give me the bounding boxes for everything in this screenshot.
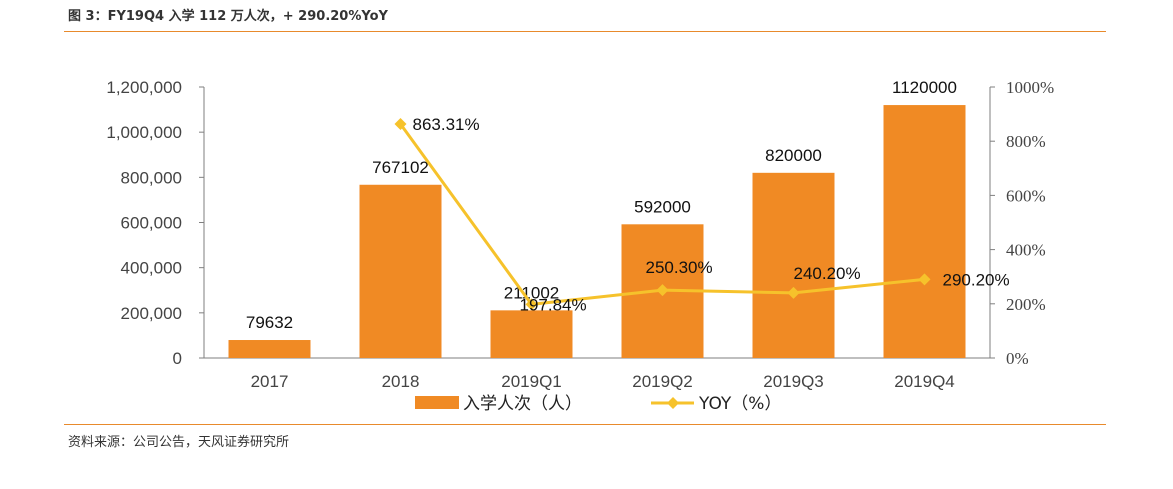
right-tick-label: 600% bbox=[1006, 186, 1046, 205]
bottom-rule bbox=[64, 424, 1106, 425]
left-y-axis: 0 200,000 400,000 600,000 800,000 1,000,000 1,… bbox=[106, 78, 990, 368]
left-tick-label: 1,200,000 bbox=[106, 78, 182, 97]
x-tick-label: 2019Q4 bbox=[894, 372, 955, 391]
bar-value-label: 211002 bbox=[504, 283, 559, 302]
right-tick-label: 0% bbox=[1006, 349, 1029, 368]
yoy-value-label: 863.31% bbox=[413, 115, 480, 134]
yoy-marker bbox=[656, 284, 669, 297]
source-note: 资料来源：公司公告，天风证券研究所 bbox=[68, 435, 290, 450]
legend: 入学人次（人） YOY（%） bbox=[415, 394, 781, 414]
bar bbox=[883, 105, 966, 358]
yoy-marker bbox=[787, 286, 800, 299]
bar bbox=[490, 310, 573, 358]
left-tick-label: 400,000 bbox=[121, 259, 182, 278]
yoy-value-label: 250.30% bbox=[646, 258, 713, 277]
legend-label-bar: 入学人次（人） bbox=[463, 394, 582, 414]
x-tick-label: 2019Q1 bbox=[501, 372, 562, 391]
top-rule bbox=[64, 31, 1106, 32]
x-tick-label: 2019Q2 bbox=[632, 372, 693, 391]
line-data-labels: 863.31% 197.84% 250.30% 240.20% 290.20% bbox=[413, 115, 1010, 314]
yoy-value-label: 240.20% bbox=[794, 264, 861, 283]
yoy-value-label: 197.84% bbox=[520, 295, 587, 314]
bar-value-label: 592000 bbox=[634, 197, 691, 216]
yoy-marker bbox=[525, 298, 538, 311]
bar-value-label: 820000 bbox=[765, 146, 822, 165]
left-tick-label: 600,000 bbox=[121, 214, 182, 233]
right-tick-label: 1000% bbox=[1006, 78, 1054, 97]
bar bbox=[359, 184, 442, 358]
left-tick-label: 200,000 bbox=[121, 304, 182, 323]
x-tick-label: 2017 bbox=[251, 372, 289, 391]
yoy-value-label: 290.20% bbox=[943, 270, 1010, 289]
bar bbox=[752, 172, 835, 358]
bar-value-label: 767102 bbox=[372, 158, 429, 177]
yoy-marker bbox=[918, 273, 931, 286]
right-tick-label: 200% bbox=[1006, 295, 1046, 314]
legend-swatch-bar bbox=[415, 396, 459, 409]
bar-value-label: 1120000 bbox=[892, 78, 957, 97]
legend-swatch-marker bbox=[667, 397, 679, 409]
left-tick-label: 800,000 bbox=[121, 168, 182, 187]
legend-label-line: YOY（%） bbox=[698, 394, 781, 414]
right-tick-label: 800% bbox=[1006, 132, 1046, 151]
bar-data-labels: 79632 767102 211002 592000 820000 1120000 bbox=[246, 78, 957, 332]
bar-value-label: 79632 bbox=[246, 313, 293, 332]
figure-title: 图 3：FY19Q4 入学 112 万人次，+ 290.20%YoY bbox=[68, 9, 388, 24]
left-tick-label: 0 bbox=[173, 349, 182, 368]
bar bbox=[228, 340, 311, 358]
right-tick-label: 400% bbox=[1006, 241, 1046, 260]
yoy-marker bbox=[394, 118, 407, 131]
x-tick-label: 2019Q3 bbox=[763, 372, 824, 391]
right-y-axis: 0% 200% 400% 600% 800% 1000% bbox=[989, 78, 1054, 368]
x-tick-label: 2018 bbox=[382, 372, 420, 391]
bar-series bbox=[228, 105, 966, 358]
x-axis-labels: 2017 2018 2019Q1 2019Q2 2019Q3 2019Q4 bbox=[251, 372, 955, 391]
line-series bbox=[394, 118, 931, 311]
left-tick-label: 1,000,000 bbox=[106, 123, 182, 142]
